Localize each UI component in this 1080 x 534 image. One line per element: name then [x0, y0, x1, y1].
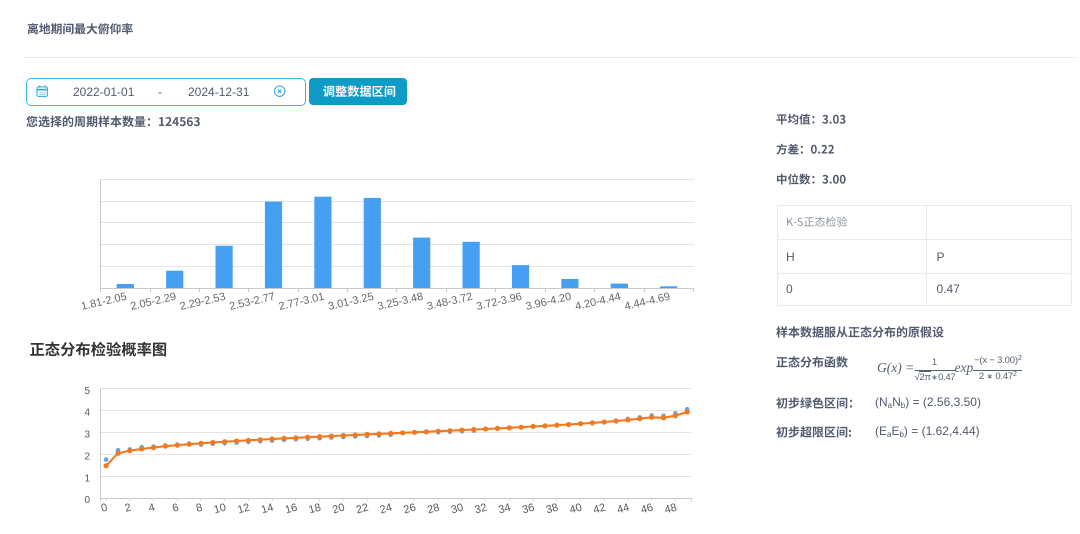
svg-text:3: 3: [85, 430, 91, 441]
svg-text:4.20-4.44: 4.20-4.44: [574, 291, 622, 313]
svg-text:14: 14: [260, 502, 275, 517]
svg-text:46: 46: [640, 502, 655, 517]
svg-text:0: 0: [100, 502, 109, 515]
svg-text:5: 5: [85, 386, 91, 397]
svg-text:20: 20: [331, 502, 346, 517]
svg-text:3.72-3.96: 3.72-3.96: [475, 291, 523, 313]
svg-text:34: 34: [497, 502, 512, 517]
svg-text:8: 8: [195, 502, 204, 515]
svg-text:6: 6: [171, 502, 180, 515]
svg-text:3.96-4.20: 3.96-4.20: [525, 291, 573, 313]
svg-text:44: 44: [616, 502, 631, 517]
svg-text:12: 12: [236, 502, 251, 517]
svg-text:3.48-3.72: 3.48-3.72: [426, 291, 474, 313]
svg-text:2: 2: [124, 502, 133, 515]
svg-text:16: 16: [284, 502, 299, 517]
svg-text:40: 40: [568, 502, 583, 517]
svg-text:2.77-3.01: 2.77-3.01: [278, 291, 326, 313]
svg-text:4: 4: [85, 408, 91, 419]
svg-text:2: 2: [85, 451, 91, 462]
svg-text:10: 10: [213, 502, 228, 517]
svg-text:30: 30: [450, 502, 465, 517]
svg-text:4: 4: [147, 502, 156, 515]
svg-text:3.01-3.25: 3.01-3.25: [327, 291, 375, 313]
svg-text:42: 42: [592, 502, 607, 517]
svg-text:3.25-3.48: 3.25-3.48: [376, 291, 424, 313]
svg-text:36: 36: [521, 502, 536, 517]
svg-text:38: 38: [545, 502, 560, 517]
svg-text:4.44-4.69: 4.44-4.69: [623, 291, 671, 313]
svg-text:2.29-2.53: 2.29-2.53: [179, 291, 227, 313]
svg-text:2.53-2.77: 2.53-2.77: [228, 291, 276, 313]
svg-text:26: 26: [402, 502, 417, 517]
svg-text:48: 48: [663, 502, 678, 517]
svg-text:18: 18: [307, 502, 322, 517]
svg-text:32: 32: [473, 502, 488, 517]
svg-text:2.05-2.29: 2.05-2.29: [129, 291, 177, 313]
svg-text:1.81-2.05: 1.81-2.05: [80, 291, 128, 313]
svg-text:1: 1: [85, 473, 91, 484]
svg-text:28: 28: [426, 502, 441, 517]
svg-text:0: 0: [85, 495, 91, 506]
svg-text:22: 22: [355, 502, 370, 517]
svg-text:24: 24: [379, 502, 394, 517]
